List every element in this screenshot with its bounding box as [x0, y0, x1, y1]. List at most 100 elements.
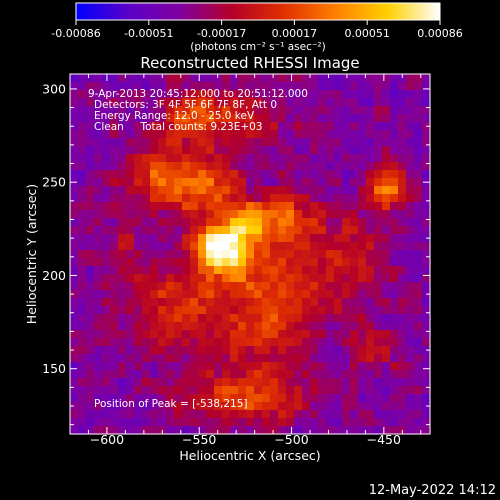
heatmap-cell — [310, 194, 319, 203]
heatmap-cell — [214, 354, 223, 363]
heatmap-cell — [302, 146, 311, 155]
heatmap-cell — [102, 138, 111, 147]
heatmap-cell — [238, 418, 247, 427]
heatmap-cell — [86, 218, 95, 227]
heatmap-cell — [414, 330, 423, 339]
heatmap-cell — [222, 330, 231, 339]
heatmap-cell — [270, 394, 279, 403]
heatmap-cell — [102, 394, 111, 403]
heatmap-cell — [134, 290, 143, 299]
heatmap-cell — [406, 114, 415, 123]
heatmap-cell — [262, 202, 271, 211]
heatmap-cell — [134, 114, 143, 123]
heatmap-cell — [142, 330, 151, 339]
heatmap-cell — [326, 314, 335, 323]
x-tick-label: −600 — [90, 432, 124, 447]
heatmap-cell — [246, 418, 255, 427]
heatmap-cell — [190, 178, 199, 187]
heatmap-cell — [214, 170, 223, 179]
heatmap-cell — [110, 394, 119, 403]
heatmap-cell — [174, 130, 183, 139]
heatmap-cell — [326, 410, 335, 419]
heatmap-cell — [302, 314, 311, 323]
heatmap-cell — [358, 82, 367, 91]
heatmap-cell — [142, 242, 151, 251]
heatmap-cell — [414, 178, 423, 187]
heatmap-cell — [246, 186, 255, 195]
heatmap-cell — [342, 226, 351, 235]
heatmap-cell — [214, 282, 223, 291]
heatmap-cell — [262, 106, 271, 115]
heatmap-cell — [198, 90, 207, 99]
heatmap-cell — [334, 242, 343, 251]
heatmap-cell — [110, 226, 119, 235]
heatmap-cell — [190, 226, 199, 235]
heatmap-cell — [222, 202, 231, 211]
heatmap-cell — [182, 258, 191, 267]
x-axis-label: Heliocentric X (arcsec) — [179, 448, 320, 463]
heatmap-cell — [302, 394, 311, 403]
heatmap-cell — [222, 394, 231, 403]
heatmap-cell — [102, 314, 111, 323]
heatmap-cell — [182, 338, 191, 347]
heatmap-cell — [414, 114, 423, 123]
heatmap-cell — [382, 290, 391, 299]
heatmap-cell — [318, 218, 327, 227]
heatmap-cell — [318, 386, 327, 395]
heatmap-cell — [158, 194, 167, 203]
heatmap-cell — [254, 178, 263, 187]
heatmap-cell — [198, 314, 207, 323]
heatmap-cell — [134, 178, 143, 187]
heatmap-cell — [310, 162, 319, 171]
heatmap-cell — [174, 314, 183, 323]
heatmap-cell — [70, 74, 79, 83]
heatmap-cell — [206, 186, 215, 195]
heatmap-cell — [270, 338, 279, 347]
heatmap-cell — [214, 218, 223, 227]
heatmap-cell — [342, 370, 351, 379]
heatmap-cell — [294, 370, 303, 379]
heatmap-cell — [398, 90, 407, 99]
heatmap-cell — [174, 154, 183, 163]
heatmap-cell — [86, 298, 95, 307]
heatmap-cell — [390, 122, 399, 131]
heatmap-cell — [150, 370, 159, 379]
heatmap-cell — [70, 258, 79, 267]
heatmap-cell — [278, 418, 287, 427]
heatmap-cell — [318, 186, 327, 195]
heatmap-cell — [350, 330, 359, 339]
heatmap-cell — [230, 122, 239, 131]
heatmap-cell — [302, 226, 311, 235]
heatmap-cell — [174, 98, 183, 107]
heatmap-cell — [422, 130, 431, 139]
heatmap-cell — [390, 362, 399, 371]
heatmap-cell — [390, 130, 399, 139]
heatmap-cell — [334, 258, 343, 267]
heatmap-cell — [118, 370, 127, 379]
heatmap-cell — [302, 378, 311, 387]
heatmap-cell — [182, 362, 191, 371]
heatmap-cell — [222, 282, 231, 291]
heatmap-cell — [214, 98, 223, 107]
heatmap-cell — [278, 362, 287, 371]
heatmap-cell — [174, 170, 183, 179]
heatmap-cell — [222, 178, 231, 187]
heatmap-cell — [230, 290, 239, 299]
heatmap-cell — [222, 114, 231, 123]
heatmap-cell — [390, 90, 399, 99]
heatmap-cell — [142, 82, 151, 91]
colorbar-unit-label: (photons cm⁻² s⁻¹ asec⁻²) — [190, 41, 325, 53]
heatmap-cell — [126, 194, 135, 203]
heatmap-cell — [94, 162, 103, 171]
heatmap-cell — [78, 194, 87, 203]
heatmap-cell — [94, 290, 103, 299]
heatmap-cell — [270, 194, 279, 203]
heatmap-cell — [206, 250, 215, 259]
heatmap-cell — [358, 282, 367, 291]
heatmap-cell — [150, 202, 159, 211]
heatmap-cell — [406, 282, 415, 291]
heatmap-cell — [326, 290, 335, 299]
heatmap-cell — [374, 402, 383, 411]
heatmap-cell — [334, 274, 343, 283]
heatmap-cell — [294, 210, 303, 219]
